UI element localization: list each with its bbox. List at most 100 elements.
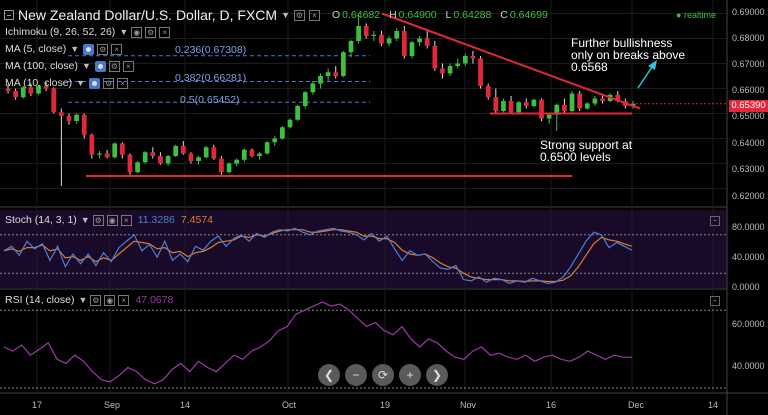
candle-body	[501, 101, 506, 111]
candle-body	[36, 86, 41, 94]
scroll-right-icon[interactable]: ❯	[426, 364, 448, 386]
settings-icon[interactable]: ⚙	[103, 77, 115, 89]
eye-icon[interactable]: ◉	[106, 214, 118, 226]
candle-body	[394, 31, 400, 39]
candle-body	[295, 106, 300, 120]
zoom-in-icon[interactable]: +	[399, 364, 421, 386]
pane-minimize-icon[interactable]: -	[710, 296, 720, 306]
price-axis-label: 0.63000	[732, 164, 765, 174]
candle-body	[554, 104, 560, 115]
stoch-axis-label: 40.0000	[732, 252, 765, 262]
pane-minimize-icon[interactable]: -	[710, 216, 720, 226]
candle-body	[165, 156, 171, 164]
time-axis-label: Nov	[460, 400, 477, 410]
eye-icon[interactable]	[89, 77, 101, 89]
chevron-down-icon[interactable]: ▼	[281, 10, 290, 20]
current-price-tag: 0.65390	[729, 100, 768, 112]
price-axis-label: 0.68000	[732, 33, 765, 43]
candle-body	[531, 99, 537, 106]
rsi-value: 47.0678	[135, 294, 174, 306]
price-axis-label: 0.64000	[732, 138, 765, 148]
indicator-ma10[interactable]: MA (10, close) ▼ ⚙ ×	[5, 77, 129, 89]
close-icon[interactable]: ×	[122, 60, 134, 72]
ohlc-readout: O 0.64682 H 0.64900 L 0.64288 C 0.64699	[326, 9, 548, 21]
settings-icon[interactable]: ⚙	[97, 43, 109, 55]
annotation-bullish: Further bullishness only on breaks above…	[571, 36, 686, 74]
candle-body	[196, 157, 201, 161]
stoch-axis-label: 80.0000	[732, 222, 765, 232]
time-axis-label: Oct	[282, 400, 297, 410]
close-icon[interactable]: ×	[120, 214, 132, 226]
candle-body	[493, 97, 499, 111]
annotation-support: Strong support at 0.6500 levels	[540, 138, 633, 164]
close-icon[interactable]: ×	[111, 43, 123, 55]
stoch-legend[interactable]: Stoch (14, 3, 1) ▼ ⚙ ◉ × 11.3286 7.4574	[5, 214, 213, 226]
chevron-down-icon[interactable]: ▼	[80, 215, 90, 225]
candle-body	[470, 56, 476, 59]
chevron-down-icon[interactable]: ▼	[76, 78, 86, 88]
candle-body	[333, 72, 339, 76]
chevron-down-icon[interactable]: ▼	[70, 44, 80, 54]
settings-icon[interactable]: ⚙	[90, 294, 102, 306]
indicator-ma100[interactable]: MA (100, close) ▼ ⚙ ×	[5, 60, 134, 72]
collapse-icon[interactable]	[4, 10, 14, 20]
price-axis-label: 0.65000	[732, 111, 765, 121]
candle-body	[539, 99, 544, 119]
realtime-badge: ● realtime	[676, 10, 716, 20]
settings-icon[interactable]: ⚙	[92, 214, 104, 226]
stoch-d-value: 7.4574	[180, 214, 214, 226]
candle-body	[257, 153, 262, 156]
scroll-left-icon[interactable]: ❮	[318, 364, 340, 386]
candle-body	[112, 143, 118, 158]
candle-body	[119, 143, 125, 155]
candle-body	[310, 83, 316, 93]
price-axis-label: 0.66000	[732, 85, 765, 95]
price-pane	[5, 12, 727, 186]
close-icon[interactable]: ×	[118, 294, 130, 306]
reset-icon[interactable]: ⟳	[372, 364, 394, 386]
candle-body	[516, 102, 522, 113]
candle-body	[424, 38, 430, 46]
time-axis-label: 14	[180, 400, 191, 410]
close-icon[interactable]: ×	[159, 26, 171, 38]
candle-body	[234, 159, 240, 164]
eye-icon[interactable]: ◉	[104, 294, 116, 306]
candle-body	[577, 93, 583, 109]
eye-icon[interactable]	[83, 43, 95, 55]
candle-body	[43, 86, 49, 89]
rsi-axis-label: 40.0000	[732, 361, 765, 371]
close-icon[interactable]: ×	[309, 9, 320, 21]
chevron-down-icon[interactable]: ▼	[81, 61, 91, 71]
stoch-k-line	[3, 227, 633, 285]
rsi-label: RSI (14, close)	[5, 294, 75, 306]
time-axis-label: Dec	[628, 400, 645, 410]
candle-body	[28, 87, 34, 94]
indicator-ma5[interactable]: MA (5, close) ▼ ⚙ ×	[5, 43, 123, 55]
candle-body	[318, 76, 323, 84]
settings-icon[interactable]: ⚙	[108, 60, 120, 72]
indicator-ichimoku[interactable]: Ichimoku (9, 26, 52, 26) ▼ ◉ ⚙ ×	[5, 26, 171, 38]
zoom-out-icon[interactable]: −	[345, 364, 367, 386]
candle-body	[600, 98, 605, 101]
symbol-title[interactable]: New Zealand Dollar/U.S. Dollar, D, FXCM	[18, 7, 278, 23]
settings-icon[interactable]: ⚙	[294, 9, 305, 21]
chevron-down-icon[interactable]: ▼	[78, 295, 88, 305]
candle-body	[371, 34, 377, 36]
indicator-label: MA (10, close)	[5, 77, 73, 89]
price-axis-label: 0.69000	[732, 7, 765, 17]
arrow-line	[637, 63, 655, 89]
stoch-pane	[0, 227, 727, 285]
close-icon[interactable]: ×	[117, 77, 129, 89]
eye-icon[interactable]	[94, 60, 106, 72]
candle-body	[485, 86, 491, 98]
candle-body	[188, 153, 194, 161]
arrow-head-icon	[648, 60, 657, 70]
settings-icon[interactable]: ⚙	[145, 26, 157, 38]
rsi-legend[interactable]: RSI (14, close) ▼ ⚙ ◉ × 47.0678	[5, 294, 173, 306]
candle-body	[158, 156, 163, 164]
eye-icon[interactable]: ◉	[131, 26, 143, 38]
candle-body	[440, 68, 445, 74]
chevron-down-icon[interactable]: ▼	[119, 27, 129, 37]
candle-body	[569, 93, 575, 111]
